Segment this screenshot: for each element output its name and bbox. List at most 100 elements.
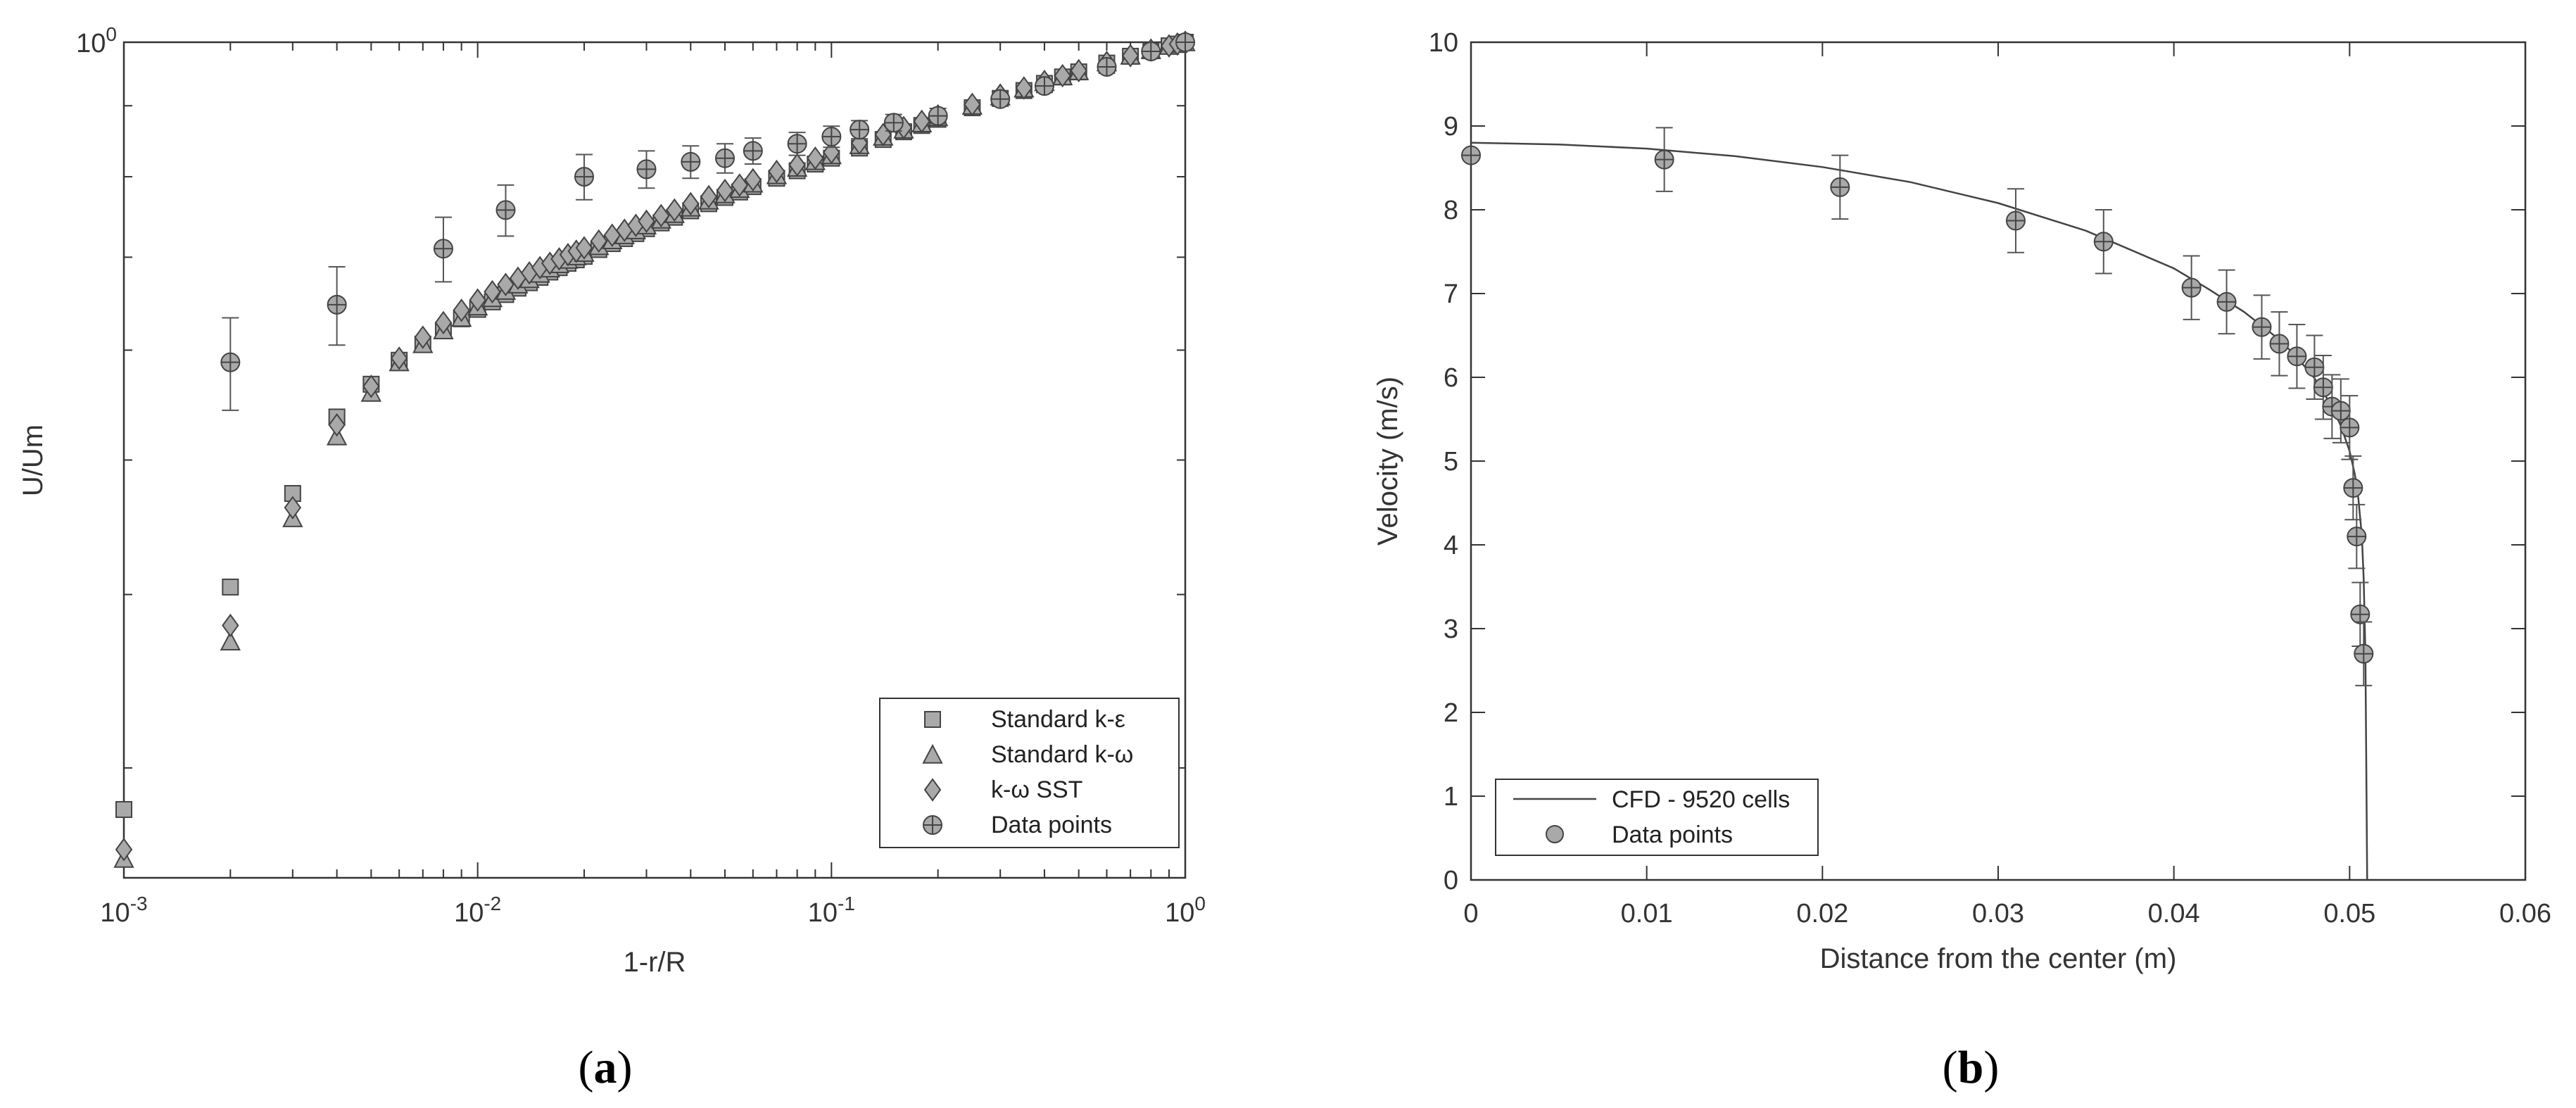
panel-b-x-axis-label: Distance from the center (m)	[1820, 943, 2177, 974]
point-circle-cross-b	[2181, 277, 2202, 298]
point-diamond-a	[590, 229, 608, 253]
x-tick-label-a: 100	[1165, 893, 1206, 928]
point-circle-cross-a	[715, 148, 735, 168]
panel-a-label: (a)	[579, 1042, 633, 1093]
panel-a-legend: Standard k-ε Standard k-ω k-ω SST Data p…	[879, 698, 1180, 848]
point-diamond-a	[362, 374, 380, 398]
legend-marker-a-0	[924, 711, 941, 728]
point-circle-cross-a	[1175, 32, 1195, 52]
series-a-2	[115, 30, 1194, 862]
legend-label-standard-k-epsilon: Standard k-ε	[991, 706, 1125, 733]
point-circle-cross-b	[1461, 145, 1481, 165]
point-diamond-a	[700, 184, 718, 209]
series-a-3	[220, 32, 1195, 411]
point-diamond-a	[434, 310, 453, 335]
point-circle-cross-b	[1830, 177, 1850, 197]
point-circle-cross-a	[327, 294, 347, 315]
point-diamond-a	[484, 279, 501, 304]
y-tick-label-a: 100	[76, 23, 117, 58]
point-circle-cross-a	[1034, 76, 1054, 96]
panel-a-y-tick-labels: 100	[76, 23, 117, 58]
point-diamond-a	[1054, 63, 1071, 88]
panel-b-x-tick-labels: 0 0.01 0.02 0.03 0.04 0.05 0.06	[1463, 899, 2551, 928]
point-circle-cross-b	[2216, 291, 2237, 312]
legend-marker-a-3	[923, 815, 942, 835]
point-diamond-a	[284, 496, 302, 520]
point-circle-cross-a	[1141, 41, 1161, 61]
point-diamond-a	[744, 168, 762, 192]
point-circle-cross-a	[787, 134, 807, 154]
x-tick-label-a: 10-3	[100, 893, 147, 928]
point-diamond-a	[638, 209, 655, 234]
y-tick-label-b: 8	[1444, 196, 1458, 225]
point-diamond-a	[731, 173, 749, 197]
panel-a: 10-3 10-2 10-1 100 100 1-r/R U/Um Standard …	[18, 23, 1206, 1093]
point-circle-cross-a	[850, 120, 870, 140]
point-circle-cross-b	[2330, 401, 2351, 421]
panel-a-x-tick-labels: 10-3 10-2 10-1 100	[100, 893, 1206, 928]
point-diamond-a	[768, 159, 785, 184]
point-circle-cross-a	[990, 89, 1011, 109]
point-circle-cross-a	[1097, 56, 1117, 77]
legend-label-data-points-a: Data points	[991, 812, 1112, 838]
point-circle-cross-a	[495, 200, 516, 220]
x-tick-label-a: 10-2	[454, 893, 501, 928]
panel-b-legend-box	[1495, 779, 1819, 856]
point-circle-cross-b	[2340, 417, 2360, 438]
x-tick-label-b: 0.05	[2323, 899, 2375, 928]
panel-b-plot-area	[1470, 41, 2527, 881]
legend-label-k-omega-sst: k-ω SST	[991, 776, 1082, 803]
point-circle-cross-a	[681, 151, 701, 172]
legend-marker-data-points-b	[1546, 825, 1564, 843]
point-circle-cross-a	[433, 239, 453, 259]
y-tick-label-b: 10	[1429, 28, 1458, 58]
point-diamond-a	[913, 109, 930, 134]
point-circle-cross-b	[2350, 604, 2370, 624]
point-diamond-a	[222, 613, 239, 638]
point-square-a	[115, 800, 132, 818]
panel-a-legend-markers	[922, 711, 943, 835]
y-tick-label-b: 0	[1444, 866, 1458, 895]
point-diamond-a	[788, 153, 806, 177]
point-diamond-a	[414, 325, 432, 349]
point-square-a	[222, 578, 239, 596]
panel-a-y-axis-label: U/Um	[18, 424, 49, 496]
point-diamond-a	[807, 146, 824, 170]
panel-b-y-tick-labels: 0 1 2 3 4 5 6 7 8 9 10	[1429, 28, 1458, 895]
point-diamond-a	[328, 413, 346, 437]
point-diamond-a	[453, 298, 470, 322]
y-tick-label-b: 2	[1444, 698, 1458, 728]
point-diamond-a	[497, 272, 514, 296]
point-circle-cross-a	[574, 167, 594, 187]
point-diamond-a	[1070, 58, 1087, 83]
point-circle-cross-b	[1654, 149, 1674, 170]
panel-b-legend: CFD - 9520 cells Data points	[1495, 779, 1819, 856]
point-circle-cross-b	[2252, 317, 2272, 337]
x-tick-label-b: 0.03	[1972, 899, 2024, 928]
y-tick-label-b: 1	[1444, 782, 1458, 812]
panel-b-label: (b)	[1943, 1042, 2000, 1093]
x-tick-label-b: 0.04	[2148, 899, 2200, 928]
point-triangle-a	[220, 631, 241, 651]
point-diamond-a	[575, 236, 593, 260]
point-circle-cross-a	[743, 141, 763, 161]
point-circle-cross-a	[821, 127, 842, 147]
y-tick-label-b: 6	[1444, 363, 1458, 393]
point-diamond-a	[390, 346, 408, 370]
point-circle-cross-b	[2005, 210, 2026, 231]
point-circle-cross-a	[636, 159, 657, 180]
point-circle-cross-b	[2269, 334, 2290, 354]
point-diamond-a	[469, 288, 486, 312]
panel-b-y-axis-label: Velocity (m/s)	[1372, 377, 1403, 546]
legend-label-cfd: CFD - 9520 cells	[1612, 786, 1790, 813]
point-circle-cross-b	[2343, 478, 2363, 498]
point-diamond-a	[666, 198, 683, 222]
y-tick-label-b: 9	[1444, 112, 1458, 141]
point-circle-cross-b	[2304, 357, 2325, 377]
panel-a-x-axis-label: 1-r/R	[624, 947, 686, 978]
point-diamond-a	[682, 191, 700, 216]
legend-marker-a-1	[922, 743, 943, 764]
point-circle-cross-b	[2093, 232, 2114, 252]
point-diamond-a	[1121, 44, 1139, 68]
